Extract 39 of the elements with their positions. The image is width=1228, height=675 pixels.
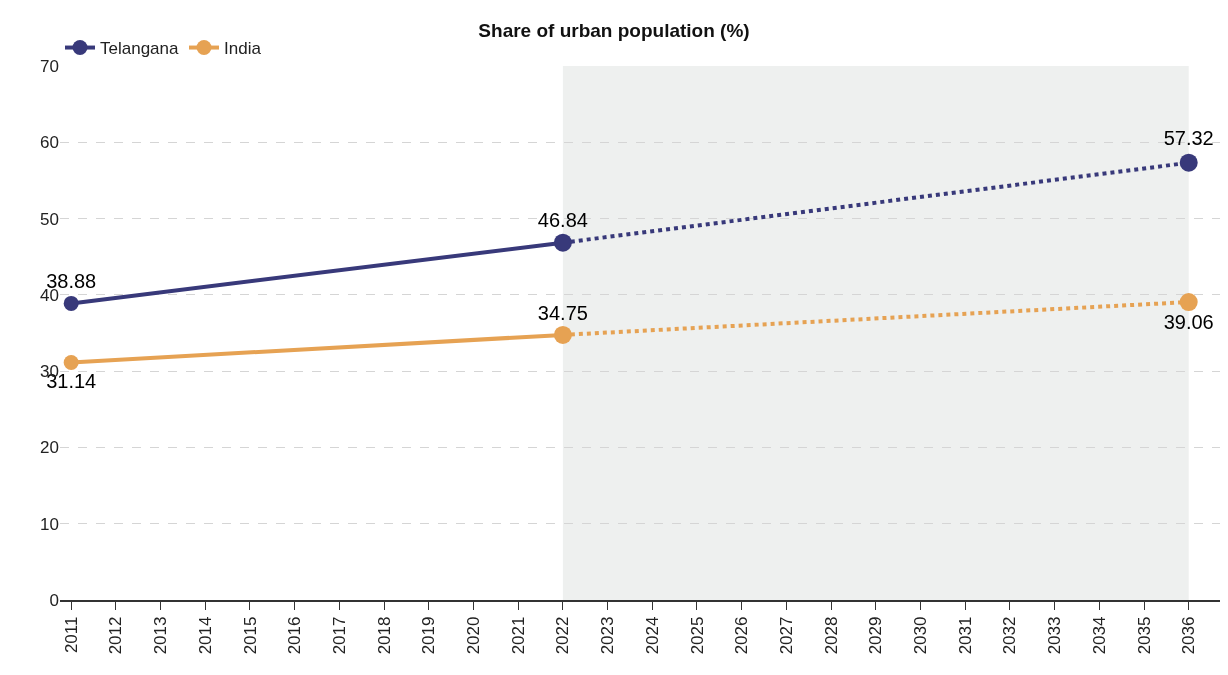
data-label: 34.75 [537, 301, 588, 324]
data-label: 46.84 [537, 209, 588, 232]
x-tick-label: 2033 [1045, 616, 1065, 655]
x-tick-label: 2023 [598, 616, 618, 655]
x-tick-label: 2016 [285, 616, 305, 655]
x-tick-label: 2021 [508, 616, 528, 655]
y-tick-label: 10 [40, 514, 59, 534]
x-tick-label: 2027 [776, 616, 796, 655]
x-tick-label: 2015 [240, 616, 260, 655]
x-tick-label: 2032 [1000, 616, 1020, 655]
x-tick-label: 2014 [195, 616, 215, 655]
x-tick-label: 2026 [732, 616, 752, 655]
y-tick-label: 70 [40, 56, 59, 76]
x-tick-label: 2018 [374, 616, 394, 655]
x-tick-label: 2019 [419, 616, 439, 655]
legend-label: India [224, 39, 262, 59]
x-tick-label: 2013 [151, 616, 171, 655]
y-tick-label: 0 [49, 590, 59, 610]
data-label: 57.32 [1163, 127, 1214, 150]
x-tick-label: 2030 [911, 616, 931, 655]
x-tick-label: 2017 [329, 616, 349, 655]
x-tick-label: 2011 [61, 616, 81, 654]
chart-title: Share of urban population (%) [478, 20, 750, 42]
x-tick-label: 2028 [821, 616, 841, 655]
x-tick-label: 2024 [642, 616, 662, 655]
x-tick-label: 2022 [553, 616, 573, 655]
x-tick-label: 2025 [687, 616, 707, 655]
x-tick-label: 2029 [866, 616, 886, 655]
x-tick-label: 2012 [106, 616, 126, 655]
x-tick-label: 2020 [464, 616, 484, 655]
y-tick-label: 60 [40, 133, 59, 153]
x-tick-label: 2034 [1089, 616, 1109, 655]
y-tick-label: 20 [40, 438, 59, 458]
x-tick-label: 2035 [1134, 616, 1154, 655]
x-tick-label: 2036 [1179, 616, 1199, 655]
legend-label: Telangana [100, 39, 179, 59]
x-tick-label: 2031 [955, 616, 975, 655]
y-tick-label: 50 [40, 209, 59, 229]
data-label: 39.06 [1163, 311, 1214, 334]
